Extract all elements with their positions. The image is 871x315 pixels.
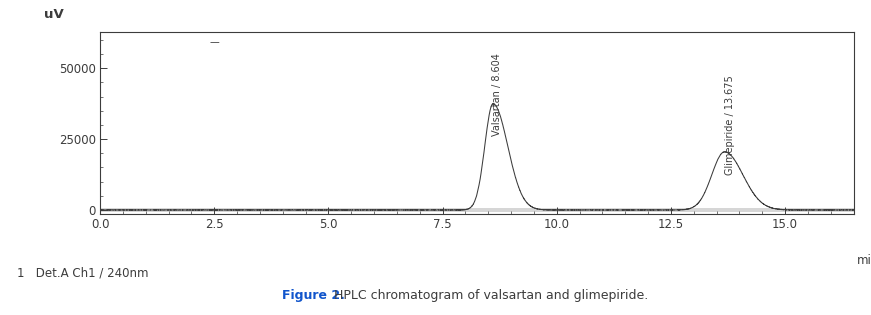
Text: Glimepiride / 13.675: Glimepiride / 13.675 bbox=[725, 75, 735, 175]
Text: Figure 2.: Figure 2. bbox=[281, 289, 344, 302]
Text: uV: uV bbox=[44, 8, 64, 20]
Bar bbox=[100, 208, 854, 212]
Text: HPLC chromatogram of valsartan and glimepiride.: HPLC chromatogram of valsartan and glime… bbox=[330, 289, 648, 302]
Text: min: min bbox=[857, 255, 871, 267]
Text: 1   Det.A Ch1 / 240nm: 1 Det.A Ch1 / 240nm bbox=[17, 266, 149, 279]
Text: —: — bbox=[209, 37, 219, 47]
Text: Valsartan / 8.604: Valsartan / 8.604 bbox=[492, 53, 502, 135]
